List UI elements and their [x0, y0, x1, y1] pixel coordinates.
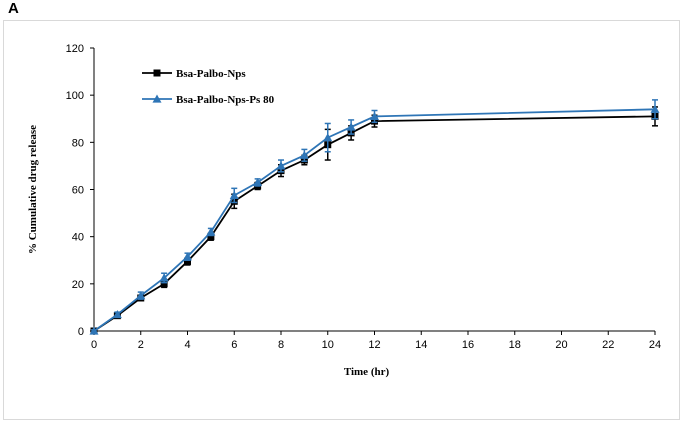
- x-tick-label: 14: [415, 339, 427, 351]
- x-tick-label: 18: [509, 339, 521, 351]
- legend-marker: [152, 94, 162, 103]
- series-line: [93, 108, 656, 332]
- x-tick-label: 20: [555, 339, 567, 351]
- x-tick-label: 24: [649, 339, 661, 351]
- data-point: [253, 177, 263, 187]
- x-tick-label: 8: [278, 339, 284, 351]
- y-tick-label: 100: [66, 90, 84, 102]
- data-point: [160, 280, 168, 288]
- legend-marker: [153, 69, 161, 77]
- x-tick-label: 4: [184, 339, 190, 351]
- data-point: [370, 111, 379, 120]
- panel-label: A: [8, 0, 19, 17]
- data-point: [112, 309, 122, 319]
- data-point: [206, 227, 216, 236]
- x-tick-label: 12: [368, 339, 380, 351]
- x-tick-label: 16: [462, 339, 474, 351]
- data-point: [323, 133, 333, 142]
- y-tick-label: 60: [72, 185, 84, 197]
- x-tick-label: 2: [138, 339, 144, 351]
- data-point: [207, 233, 215, 241]
- data-point: [229, 190, 239, 199]
- series-line: [93, 115, 656, 332]
- data-point: [159, 273, 169, 282]
- y-tick-label: 40: [72, 232, 84, 244]
- legend-label: Bsa-Palbo-Nps-Ps 80: [176, 94, 275, 106]
- y-tick-label: 20: [72, 279, 84, 291]
- legend-label: Bsa-Palbo-Nps: [176, 68, 246, 80]
- data-point: [299, 150, 309, 159]
- data-point: [184, 257, 191, 265]
- chart-frame: [3, 20, 680, 420]
- y-tick-label: 120: [66, 43, 84, 55]
- y-tick-label: 0: [78, 326, 84, 338]
- data-point: [276, 161, 286, 170]
- data-point: [89, 326, 99, 335]
- x-tick-label: 10: [322, 339, 334, 351]
- data-point: [650, 104, 660, 113]
- data-point: [136, 291, 146, 300]
- series-2: [89, 99, 660, 335]
- data-point: [183, 252, 192, 261]
- x-tick-label: 22: [602, 339, 614, 351]
- x-tick-label: 6: [231, 339, 237, 351]
- x-axis-title: Time (hr): [344, 366, 390, 378]
- series-1: [90, 106, 659, 335]
- y-tick-label: 80: [72, 137, 84, 149]
- y-axis-title: % Cumulative drug release: [27, 125, 39, 254]
- x-tick-label: 0: [91, 339, 97, 351]
- data-point: [346, 122, 356, 131]
